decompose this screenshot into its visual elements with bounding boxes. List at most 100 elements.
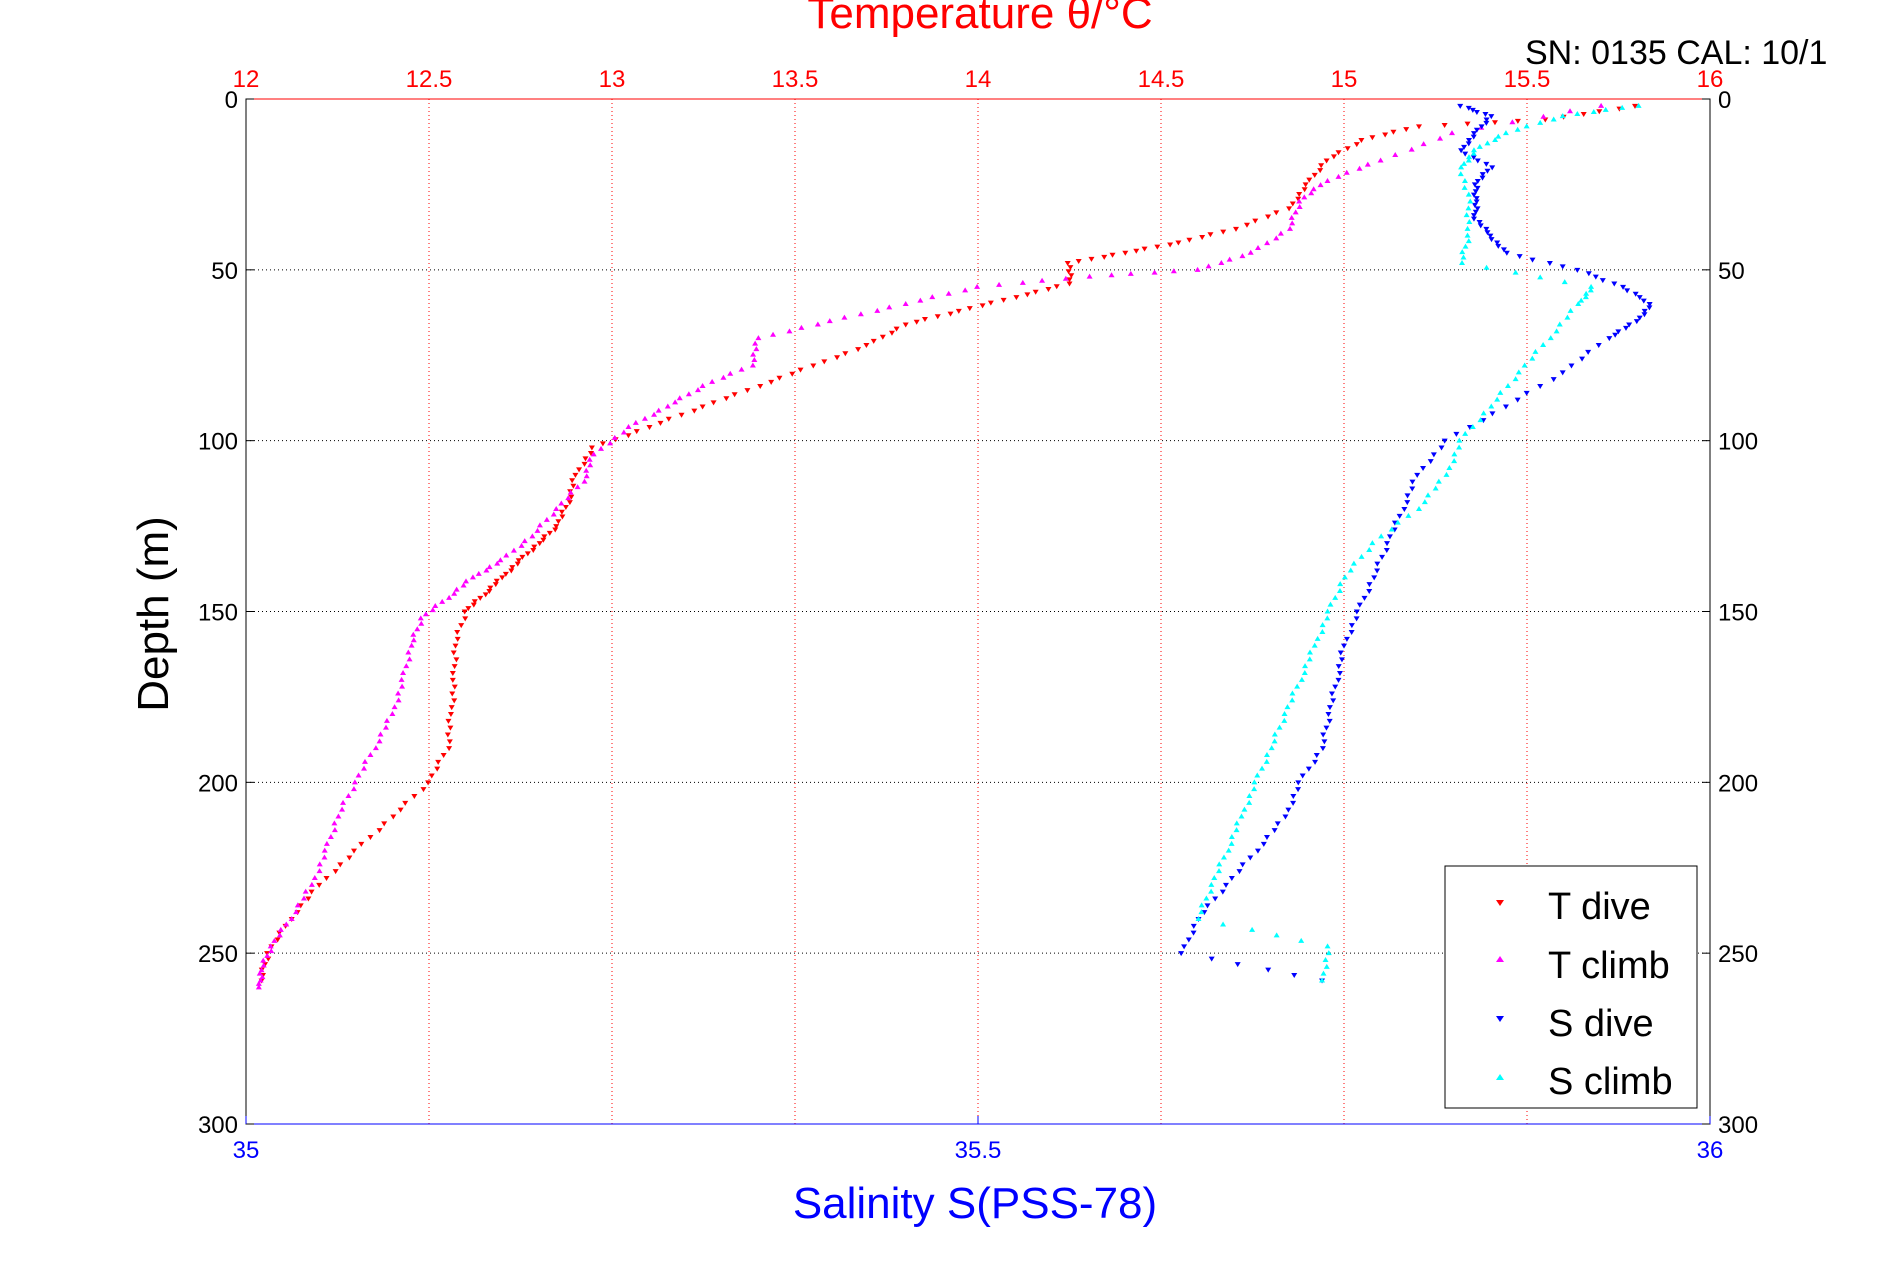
series-s-dive-point	[1472, 189, 1479, 195]
series-s-climb-point	[1327, 601, 1334, 607]
series-s-climb-point	[1461, 184, 1468, 190]
depth-tick-label-left: 0	[225, 87, 238, 114]
series-s-climb-point	[1458, 164, 1465, 170]
series-t-climb-point	[453, 586, 460, 592]
series-s-dive-point	[1384, 541, 1391, 547]
series-s-dive-point	[1391, 527, 1398, 533]
series-s-climb-point	[1294, 683, 1301, 689]
series-t-climb-point	[1255, 244, 1262, 250]
series-t-dive-point	[842, 351, 849, 357]
series-t-dive-point	[397, 807, 404, 813]
series-t-dive-point	[1068, 273, 1075, 279]
series-s-dive-point	[1472, 209, 1479, 215]
series-s-dive-point	[1441, 438, 1448, 444]
series-t-climb-point	[446, 594, 453, 600]
series-t-climb-point	[267, 943, 274, 949]
series-t-dive-point	[1491, 120, 1498, 126]
series-t-dive-point	[453, 657, 460, 663]
series-t-dive-point	[1243, 222, 1250, 228]
series-t-dive-point	[323, 876, 330, 881]
series-s-climb-point	[1324, 608, 1331, 614]
series-s-dive-point	[1323, 725, 1330, 731]
series-t-climb-point	[558, 500, 565, 506]
series-s-dive-point	[1335, 664, 1342, 670]
series-t-climb-point	[258, 967, 265, 973]
series-t-climb-point	[738, 366, 745, 372]
series-t-climb-point	[672, 399, 679, 405]
series-s-dive-point	[1420, 466, 1427, 471]
series-t-climb-point	[632, 419, 639, 425]
series-s-dive-point	[1320, 732, 1327, 738]
series-s-dive-point	[1319, 746, 1326, 752]
series-s-dive-point	[1592, 274, 1599, 280]
series-t-climb-point	[439, 598, 446, 604]
series-t-dive-point	[1302, 182, 1309, 188]
series-t-climb-point	[625, 424, 632, 429]
series-t-climb-point	[1127, 270, 1134, 276]
series-t-dive-point	[1133, 248, 1140, 254]
series-s-climb-point	[1537, 119, 1544, 125]
series-t-climb-point	[567, 489, 574, 495]
series-t-climb-point	[340, 799, 347, 805]
series-t-climb-point	[1205, 263, 1212, 269]
series-t-climb-point	[422, 611, 429, 617]
series-s-climb-point	[1198, 902, 1205, 908]
series-s-climb-point	[1464, 232, 1471, 238]
depth-tick-label-right: 50	[1718, 258, 1745, 285]
series-t-dive-point	[454, 636, 461, 642]
salinity-tick-label: 35.5	[955, 1137, 1002, 1164]
series-t-dive-point	[1167, 242, 1174, 248]
series-s-dive-point	[1514, 397, 1521, 403]
series-s-dive-point	[1606, 336, 1613, 342]
series-t-climb-point	[345, 793, 352, 798]
series-s-climb-point	[1281, 717, 1288, 723]
series-t-dive-point	[461, 609, 468, 615]
series-t-dive-point	[451, 684, 458, 690]
series-s-dive-point	[1470, 155, 1477, 161]
series-s-climb-point	[1459, 249, 1466, 255]
data-points	[255, 102, 1653, 990]
series-t-dive-point	[570, 483, 577, 489]
series-t-dive-point	[1199, 235, 1206, 241]
legend-marker-t-climb	[1496, 956, 1504, 962]
series-t-dive-point	[1207, 232, 1214, 238]
series-t-dive-point	[447, 725, 454, 731]
series-s-climb-point	[1215, 868, 1222, 874]
series-t-climb-point	[414, 626, 421, 632]
series-t-dive-point	[515, 558, 522, 564]
series-t-dive-point	[572, 472, 579, 478]
series-s-climb-point	[1228, 840, 1235, 846]
series-s-dive-point	[1559, 264, 1566, 270]
series-s-climb-point	[1635, 102, 1642, 108]
series-s-dive-point	[1646, 305, 1653, 311]
series-t-climb-point	[996, 281, 1003, 287]
legend-label-s-dive: S dive	[1548, 1003, 1654, 1045]
series-s-climb-point	[1251, 779, 1258, 785]
series-t-climb-point	[857, 311, 864, 317]
series-s-dive-point	[1640, 298, 1647, 304]
series-t-climb-point	[1317, 182, 1324, 188]
series-s-climb-point	[1602, 106, 1609, 112]
series-s-climb-point	[1366, 547, 1373, 552]
series-t-climb-point	[410, 631, 417, 637]
series-s-climb-point	[1347, 567, 1354, 573]
series-t-climb-point	[611, 434, 618, 440]
series-s-climb-point	[1504, 383, 1511, 388]
series-t-dive-point	[440, 753, 447, 758]
series-s-climb-point	[1276, 724, 1283, 730]
series-s-dive-point	[1483, 117, 1490, 123]
series-t-climb-point	[798, 324, 805, 330]
series-s-dive-point	[1361, 595, 1368, 601]
series-t-dive-point	[1101, 254, 1108, 260]
depth-tick-label-right: 200	[1718, 770, 1758, 797]
series-s-dive-point	[1477, 223, 1484, 229]
series-t-climb-point	[598, 445, 605, 451]
series-t-dive-point	[452, 643, 459, 649]
series-s-climb-point	[1451, 451, 1458, 457]
series-t-dive-point	[789, 371, 796, 377]
series-s-dive-point	[1516, 254, 1523, 260]
series-s-climb-point	[1483, 264, 1490, 270]
series-t-dive-point	[449, 691, 456, 697]
series-t-dive-point	[657, 420, 664, 426]
series-s-climb-point	[1537, 274, 1544, 280]
